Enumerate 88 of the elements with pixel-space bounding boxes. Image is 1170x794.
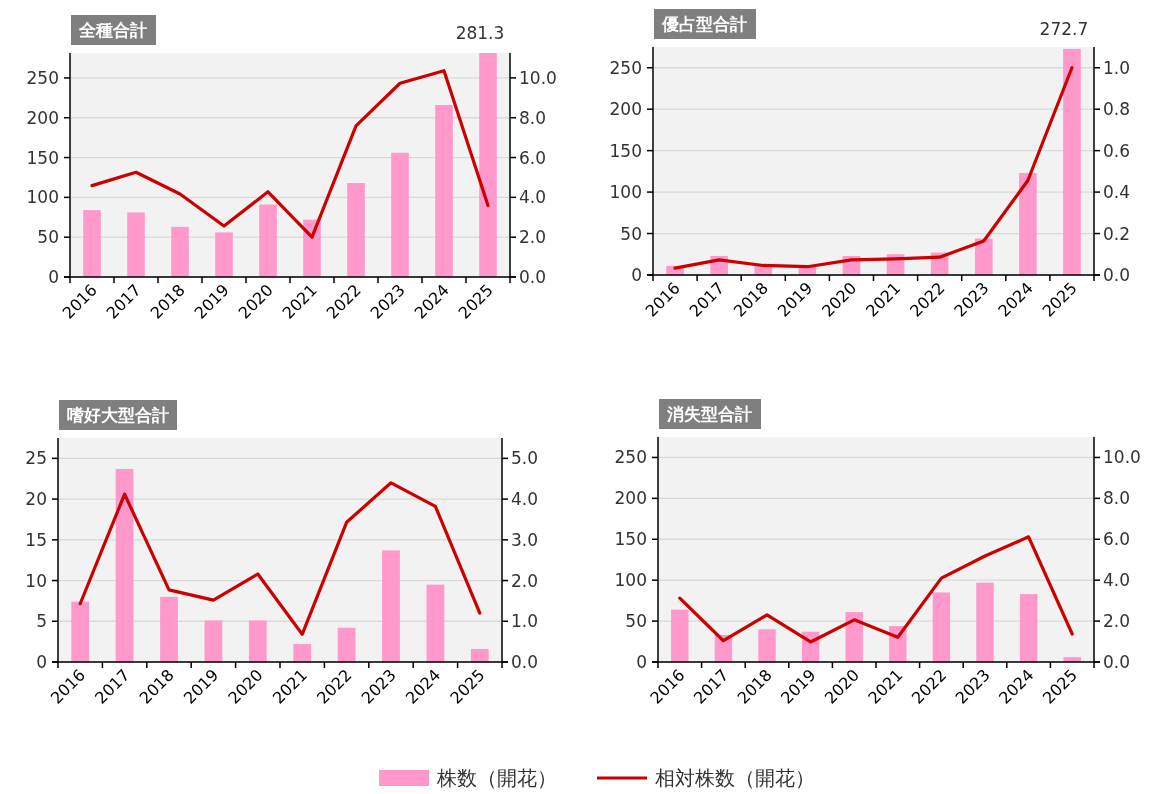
chart-title: 優占型合計 bbox=[661, 14, 747, 34]
y-tick-label: 200 bbox=[609, 99, 642, 120]
y2-tick-label: 10.0 bbox=[1103, 447, 1141, 468]
y2-tick-label: 5.0 bbox=[511, 448, 539, 469]
data-label: 272.7 bbox=[1039, 18, 1089, 39]
y-tick-label: 250 bbox=[614, 447, 647, 468]
y-tick-label: 25 bbox=[25, 448, 47, 469]
y2-tick-label: 1.0 bbox=[511, 611, 539, 632]
bar bbox=[83, 210, 101, 277]
line-series bbox=[678, 535, 1074, 644]
y2-tick-label: 4.0 bbox=[511, 489, 539, 510]
y2-tick-label: 0.6 bbox=[1103, 140, 1131, 161]
y-tick-label: 150 bbox=[609, 140, 642, 161]
chart-title: 嗜好大型合計 bbox=[67, 405, 169, 425]
y-tick-label: 200 bbox=[26, 107, 59, 128]
y2-tick-label: 0.0 bbox=[519, 267, 547, 287]
bar bbox=[382, 550, 400, 662]
y2-tick-label: 8.0 bbox=[519, 107, 547, 128]
bar bbox=[127, 212, 145, 277]
y-tick-label: 50 bbox=[620, 223, 642, 244]
chart-title: 全種合計 bbox=[78, 20, 147, 40]
y-tick-label: 100 bbox=[26, 187, 59, 208]
y2-tick-label: 0.0 bbox=[511, 652, 539, 672]
y2-tick-label: 2.0 bbox=[519, 227, 547, 248]
bar bbox=[932, 592, 951, 662]
y2-tick-label: 0.8 bbox=[1103, 99, 1131, 120]
y2-tick-label: 4.0 bbox=[519, 187, 547, 208]
chart-title: 消失型合計 bbox=[666, 404, 752, 424]
bar bbox=[671, 609, 689, 662]
y2-tick-label: 10.0 bbox=[519, 67, 557, 88]
y2-tick-label: 6.0 bbox=[519, 147, 547, 168]
bar bbox=[115, 468, 134, 662]
y-tick-label: 250 bbox=[26, 67, 59, 88]
bar bbox=[1019, 594, 1038, 662]
y-tick-label: 150 bbox=[26, 147, 59, 168]
bar bbox=[259, 204, 277, 277]
bar bbox=[435, 105, 453, 277]
bar bbox=[347, 183, 365, 277]
bar bbox=[1019, 173, 1037, 275]
y-tick-label: 50 bbox=[625, 611, 647, 632]
y2-tick-label: 0.4 bbox=[1103, 182, 1131, 203]
y2-tick-label: 1.0 bbox=[1103, 57, 1131, 78]
y-tick-label: 0 bbox=[48, 267, 59, 287]
line-series bbox=[90, 69, 490, 239]
bar bbox=[293, 644, 312, 662]
y2-tick-label: 4.0 bbox=[1103, 570, 1131, 591]
bar bbox=[845, 612, 863, 662]
data-label: 281.3 bbox=[455, 23, 505, 43]
y-tick-label: 20 bbox=[25, 489, 47, 510]
bar bbox=[1063, 48, 1081, 275]
bar bbox=[171, 226, 189, 277]
bar bbox=[758, 629, 776, 662]
bar bbox=[974, 238, 993, 275]
y2-tick-label: 6.0 bbox=[1103, 529, 1131, 550]
y-tick-label: 10 bbox=[25, 570, 47, 591]
y-tick-label: 100 bbox=[614, 570, 647, 591]
legend-label: 相対株数（開花） bbox=[655, 766, 815, 790]
bar bbox=[426, 584, 445, 662]
y-tick-label: 15 bbox=[25, 529, 47, 550]
y-tick-label: 5 bbox=[36, 611, 47, 632]
bar bbox=[71, 601, 90, 662]
y-tick-label: 100 bbox=[609, 182, 642, 203]
bar bbox=[391, 152, 409, 277]
y-tick-label: 50 bbox=[37, 227, 59, 248]
bar bbox=[204, 620, 223, 662]
y2-tick-label: 0.0 bbox=[1103, 652, 1131, 672]
line-series bbox=[673, 66, 1074, 270]
y2-tick-label: 2.0 bbox=[511, 570, 539, 591]
y-tick-label: 0 bbox=[636, 652, 647, 672]
y-tick-label: 250 bbox=[609, 57, 642, 78]
y2-tick-label: 3.0 bbox=[511, 529, 539, 550]
y2-tick-label: 2.0 bbox=[1103, 611, 1131, 632]
y-tick-label: 0 bbox=[631, 265, 642, 285]
y-tick-label: 200 bbox=[614, 488, 647, 509]
legend-label: 株数（開花） bbox=[436, 766, 557, 790]
bar bbox=[479, 53, 497, 277]
bar bbox=[248, 620, 267, 662]
y-tick-label: 150 bbox=[614, 529, 647, 550]
y2-tick-label: 0.0 bbox=[1103, 265, 1131, 285]
bar bbox=[215, 232, 233, 277]
y2-tick-label: 8.0 bbox=[1103, 488, 1131, 509]
bar bbox=[976, 582, 994, 662]
y-tick-label: 0 bbox=[36, 652, 47, 672]
bar bbox=[470, 648, 489, 662]
y2-tick-label: 0.2 bbox=[1103, 223, 1131, 244]
bar bbox=[160, 596, 178, 662]
bar bbox=[337, 627, 356, 662]
line-series bbox=[78, 481, 482, 636]
